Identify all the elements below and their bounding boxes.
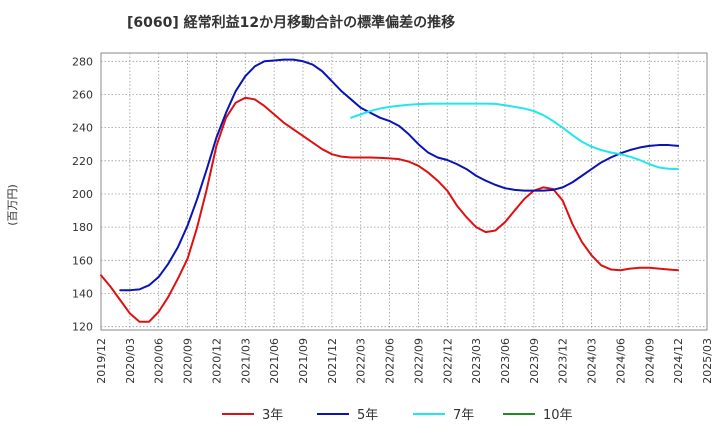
x-tick-label: 2020/06 <box>153 338 166 384</box>
legend-label: 10年 <box>543 408 573 423</box>
series-line-2 <box>119 58 680 292</box>
x-tick-label: 2024/12 <box>672 338 685 384</box>
x-tick-label: 2022/09 <box>412 338 425 384</box>
x-tick-label: 2022/06 <box>384 338 397 384</box>
x-tick-label: 2024/06 <box>614 338 627 384</box>
series-line-1 <box>100 96 680 323</box>
x-tick-label: 2020/03 <box>124 338 137 384</box>
legend-label: 3年 <box>262 408 283 423</box>
y-tick-label: 260 <box>72 88 93 101</box>
y-tick-label: 140 <box>72 288 93 301</box>
legend: 3年 5年 7年 10年 <box>222 408 573 423</box>
y-tick-label: 120 <box>72 321 93 334</box>
x-tick-label: 2022/12 <box>441 338 454 384</box>
y-tick-label: 220 <box>72 155 93 168</box>
x-tick-label: 2021/09 <box>297 338 310 384</box>
x-tick-label: 2020/12 <box>210 338 223 384</box>
x-tick-label: 2022/03 <box>355 338 368 384</box>
series-line-3 <box>350 102 680 171</box>
legend-label: 7年 <box>453 408 474 423</box>
x-tick-label: 2024/03 <box>586 338 599 384</box>
x-axis: 2019/12 2020/03 2020/06 2020/09 2020/12 2021/… <box>95 338 714 384</box>
y-tick-label: 200 <box>72 188 93 201</box>
series-lines <box>100 58 680 323</box>
y-axis: 120 140 160 180 200 220 240 260 280 <box>72 55 93 333</box>
x-tick-label: 2023/06 <box>499 338 512 384</box>
y-tick-label: 280 <box>72 55 93 68</box>
grid <box>101 53 707 330</box>
x-tick-label: 2021/03 <box>239 338 252 384</box>
plot-area <box>100 52 708 331</box>
x-tick-label: 2023/03 <box>470 338 483 384</box>
y-tick-label: 160 <box>72 254 93 267</box>
y-tick-label: 180 <box>72 221 93 234</box>
x-tick-label: 2021/12 <box>326 338 339 384</box>
x-tick-label: 2023/12 <box>557 338 570 384</box>
chart-title: [6060] 経常利益12か月移動合計の標準偏差の推移 <box>127 14 455 31</box>
x-tick-label: 2024/09 <box>643 338 656 384</box>
x-tick-label: 2021/06 <box>268 338 281 384</box>
y-axis-label: (百万円) <box>6 184 19 226</box>
y-tick-label: 240 <box>72 122 93 135</box>
x-tick-label: 2025/03 <box>701 338 714 384</box>
legend-label: 5年 <box>357 408 378 423</box>
x-tick-label: 2023/09 <box>528 338 541 384</box>
x-tick-label: 2019/12 <box>95 338 108 384</box>
x-tick-label: 2020/09 <box>182 338 195 384</box>
